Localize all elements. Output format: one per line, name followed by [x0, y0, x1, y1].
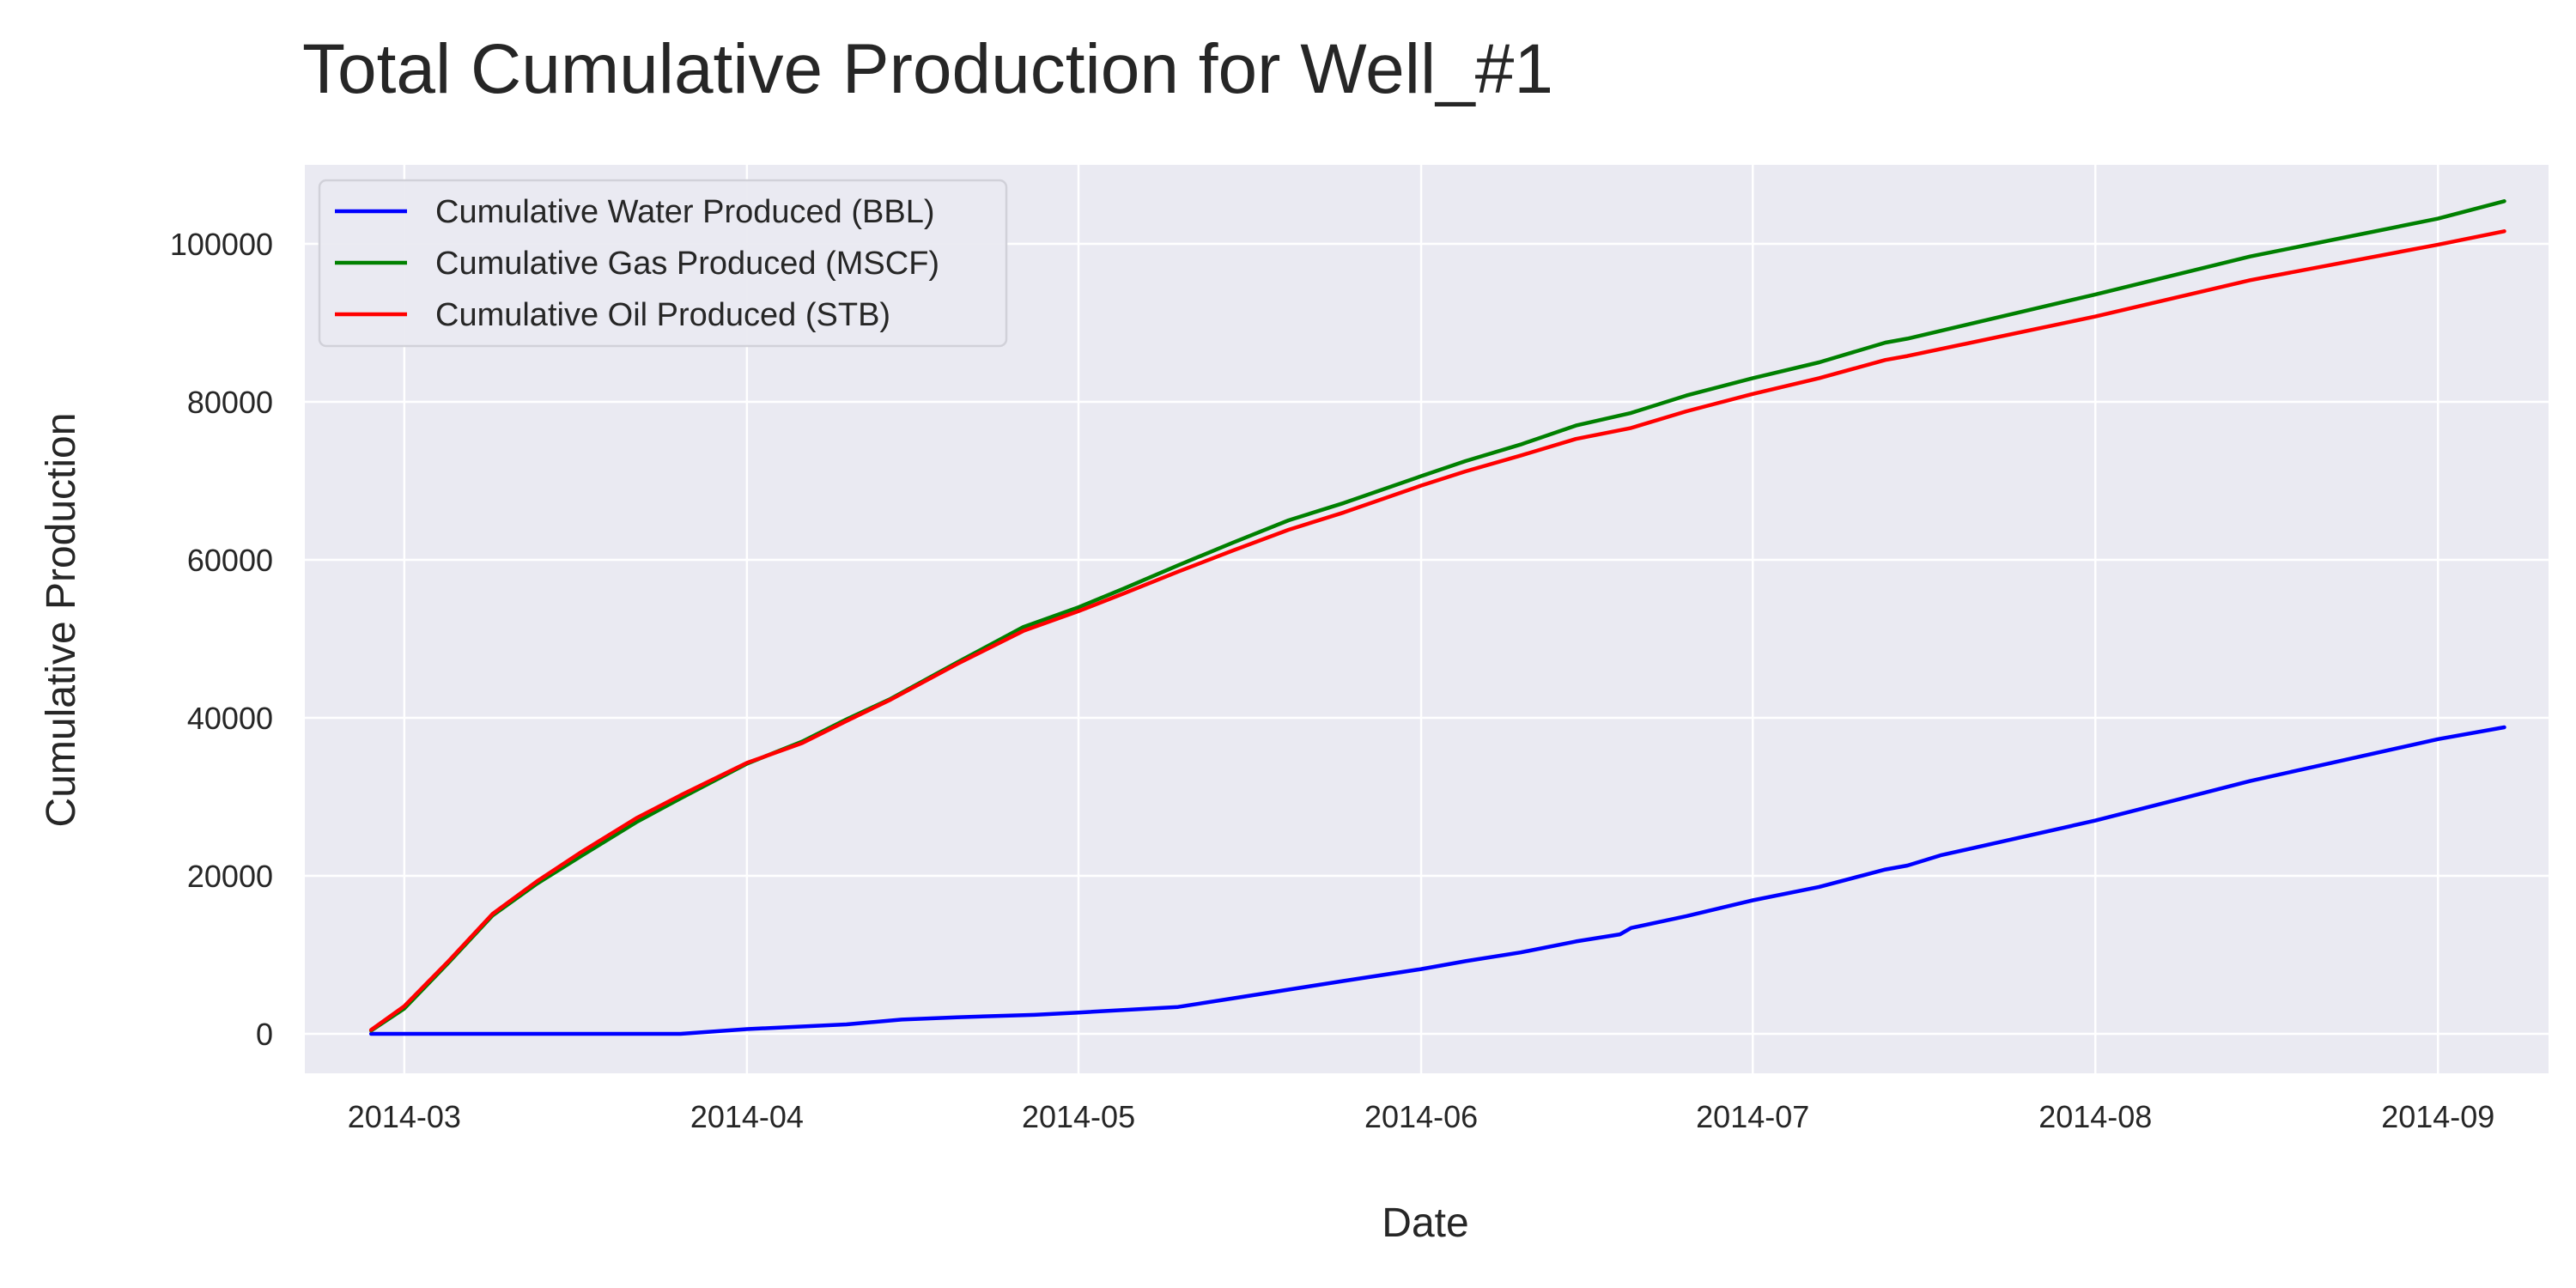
x-tick-label: 2014-04: [690, 1099, 804, 1134]
y-tick-label: 80000: [187, 385, 273, 420]
y-tick-label: 60000: [187, 543, 273, 578]
y-axis-label: Cumulative Production: [39, 413, 84, 828]
x-tick-label: 2014-09: [2381, 1099, 2494, 1134]
legend-label-1: Cumulative Water Produced (BBL): [435, 194, 935, 230]
y-tick-label: 40000: [187, 701, 273, 736]
series-line-2: [368, 199, 2506, 1033]
legend-box: [318, 179, 1008, 348]
legend-label-2: Cumulative Gas Produced (MSCF): [435, 246, 939, 282]
series-line-3: [368, 229, 2506, 1032]
x-tick-label: 2014-08: [2038, 1099, 2152, 1134]
chart-title: Total Cumulative Production for Well_#1: [302, 30, 1553, 108]
x-tick-label: 2014-07: [1696, 1099, 1809, 1134]
y-tick-label: 0: [256, 1017, 273, 1052]
y-tick-label: 20000: [187, 859, 273, 894]
series-line-1: [368, 725, 2506, 1036]
x-tick-label: 2014-05: [1022, 1099, 1135, 1134]
x-tick-label: 2014-06: [1364, 1099, 1478, 1134]
plot-area: 2014-03 2014-04 2014-05 2014-06 2014-07 2014-…: [170, 165, 2549, 1134]
y-tick-label: 100000: [170, 227, 273, 262]
x-axis-label: Date: [1382, 1200, 1468, 1246]
legend-label-3: Cumulative Oil Produced (STB): [435, 297, 890, 333]
x-tick-label: 2014-03: [348, 1099, 461, 1134]
